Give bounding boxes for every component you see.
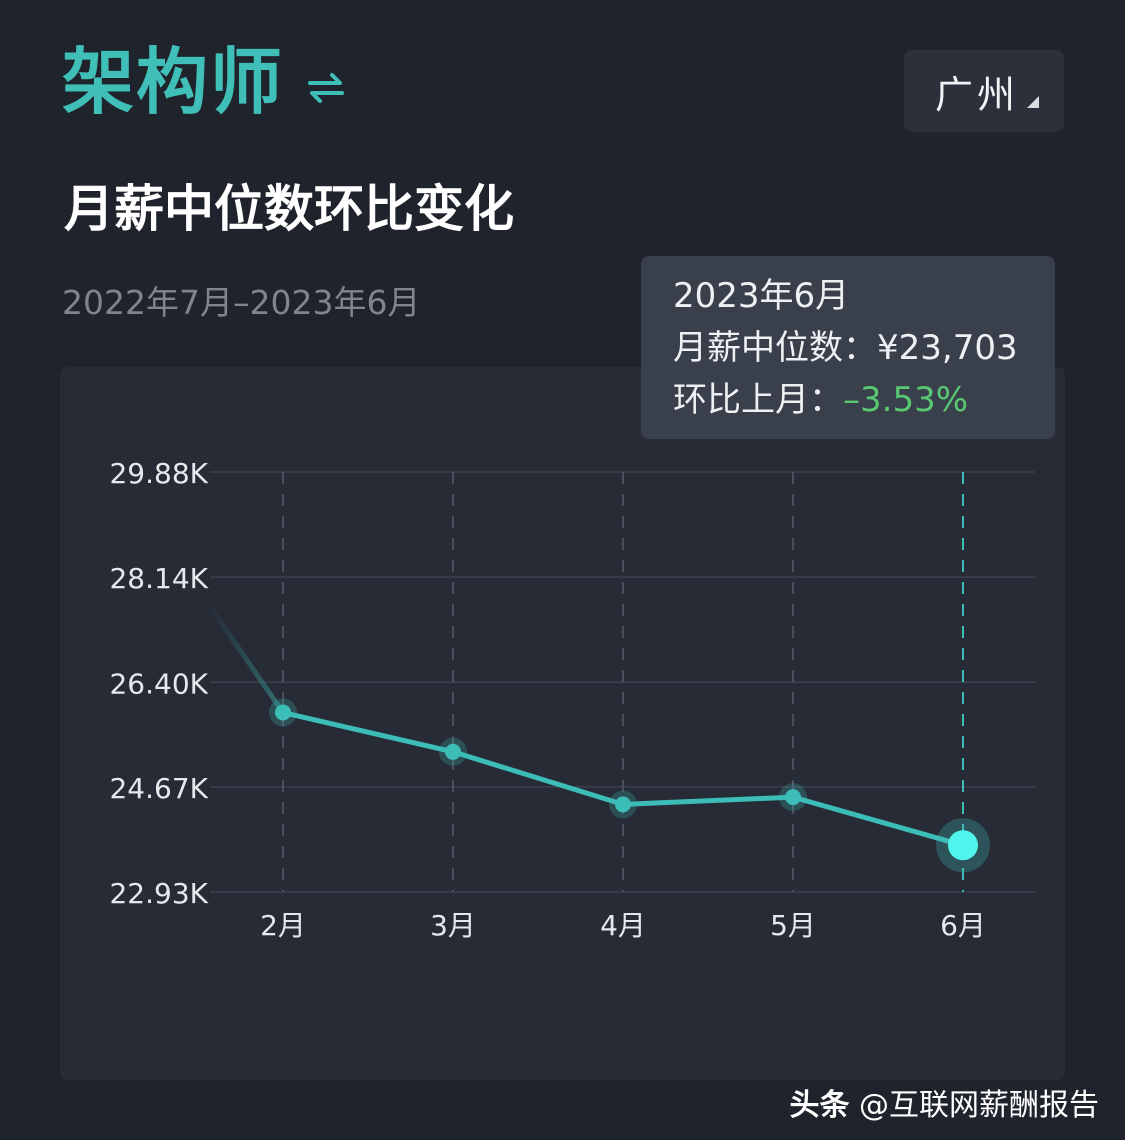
data-point[interactable] <box>785 789 801 806</box>
x-tick-label: 6月 <box>940 909 986 942</box>
y-tick-label: 28.14K <box>109 562 208 595</box>
data-point-highlight[interactable] <box>948 830 978 861</box>
line-chart[interactable]: 29.88K 28.14K 26.40K 24.67K 22.93K 2月 3月 4月 5月 6月 <box>60 367 1065 1080</box>
tooltip-mom-label: 环比上月： <box>673 380 843 420</box>
data-point[interactable] <box>275 704 291 721</box>
tooltip-mom-row: 环比上月：–3.53% <box>673 374 1055 426</box>
city-label: 广州 <box>934 72 1019 117</box>
tooltip-month: 2023年6月 <box>673 276 850 316</box>
watermark: 头条 @互联网薪酬报告 <box>789 1080 1099 1124</box>
tooltip-mom-value: –3.53% <box>843 380 969 420</box>
x-tick-label: 5月 <box>770 909 816 942</box>
y-tick-label: 26.40K <box>109 667 208 700</box>
swap-arrows-icon[interactable] <box>306 69 346 105</box>
x-tick-label: 3月 <box>430 909 476 942</box>
chart-subtitle: 月薪中位数环比变化 <box>64 180 514 238</box>
tooltip-median-value: ¥23,703 <box>877 328 1018 368</box>
y-tick-label: 22.93K <box>109 877 208 910</box>
watermark-brand: 头条 <box>789 1088 850 1123</box>
caret-down-icon <box>1027 96 1039 108</box>
y-tick-label: 29.88K <box>109 457 208 490</box>
title-row: 架构师 <box>62 46 346 118</box>
city-selector-button[interactable]: 广州 <box>904 50 1064 132</box>
data-point[interactable] <box>615 796 631 813</box>
tooltip-median-row: 月薪中位数：¥23,703 <box>673 322 1055 374</box>
tooltip-median-label: 月薪中位数： <box>673 328 877 368</box>
y-tick-label: 24.67K <box>109 772 208 805</box>
x-tick-label: 4月 <box>600 909 646 942</box>
previous-segment <box>205 602 286 714</box>
data-tooltip: 2023年6月 月薪中位数：¥23,703 环比上月：–3.53% <box>641 256 1055 439</box>
job-title: 架构师 <box>62 40 285 124</box>
watermark-handle: @互联网薪酬报告 <box>859 1088 1099 1123</box>
date-range: 2022年7月–2023年6月 <box>62 283 421 322</box>
x-tick-label: 2月 <box>260 909 306 942</box>
chart-panel: 29.88K 28.14K 26.40K 24.67K 22.93K 2月 3月 4月 5月 6月 <box>60 367 1065 1080</box>
data-point[interactable] <box>445 743 461 760</box>
